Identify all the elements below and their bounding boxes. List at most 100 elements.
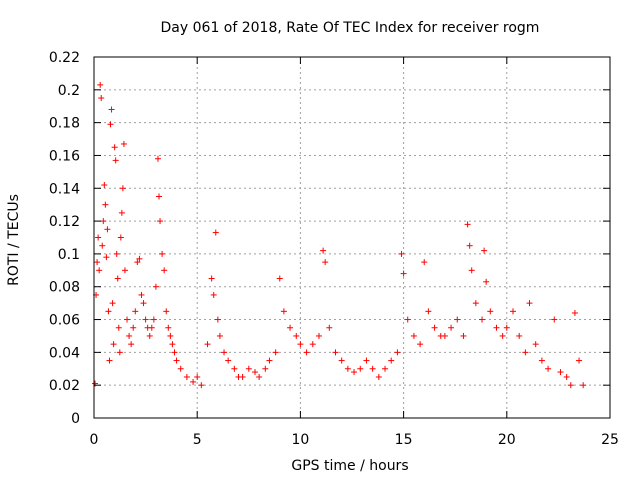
data-point [142,316,149,323]
data-point [272,349,279,356]
data-point [161,267,168,274]
data-point [163,308,170,315]
data-point [398,250,405,257]
data-point [338,357,345,364]
data-point [105,308,112,315]
data-point [216,332,223,339]
data-point [104,226,111,233]
data-point [148,324,155,331]
data-point [245,365,252,372]
y-tick-label: 0.04 [49,345,80,361]
data-point [431,324,438,331]
data-point [551,316,558,323]
data-point [363,357,370,364]
y-tick-label: 0.14 [49,181,80,197]
data-point [169,341,176,348]
data-point [120,140,127,147]
x-tick-label: 25 [601,432,619,448]
y-tick-label: 0.1 [58,247,80,263]
data-point [571,309,578,316]
data-point [111,144,118,151]
data-point [460,332,467,339]
data-point [183,373,190,380]
data-point [116,349,123,356]
data-point [251,369,258,376]
data-point [509,308,516,315]
data-point [479,316,486,323]
data-point [287,324,294,331]
data-point [212,229,219,236]
plot-frame [93,56,611,419]
data-point [152,283,159,290]
data-point [136,255,143,262]
data-point [276,275,283,282]
data-point [132,308,139,315]
y-axis-label: ROTI / TECUs [6,194,22,286]
data-point [499,332,506,339]
data-point [545,365,552,372]
data-point [109,300,116,307]
data-point [190,378,197,385]
data-point [208,275,215,282]
data-point [128,341,135,348]
data-point [138,291,145,298]
data-point [204,341,211,348]
data-point [466,242,473,249]
x-axis-ticks: 0 5 10 15 20 25 [90,57,619,448]
data-point [140,300,147,307]
data-point [103,254,110,261]
data-point [580,382,587,389]
data-point [410,332,417,339]
data-point [532,341,539,348]
x-tick-label: 5 [193,432,202,448]
data-point [369,365,376,372]
data-point [146,332,153,339]
data-point [110,341,117,348]
y-tick-label: 0.06 [49,313,80,329]
data-point [394,349,401,356]
y-tick-label: 0 [71,411,80,427]
y-tick-label: 0.18 [49,116,80,132]
x-tick-label: 0 [90,432,99,448]
y-tick-label: 0.02 [49,378,80,394]
x-axis-label: GPS time / hours [291,458,408,474]
data-point [130,324,137,331]
data-point [221,349,228,356]
data-point [114,275,121,282]
data-point [468,267,475,274]
data-point [121,267,128,274]
data-point [262,365,269,372]
data-point [309,341,316,348]
data-point [177,365,184,372]
data-point [171,349,178,356]
data-point [102,201,109,208]
data-point [344,365,351,372]
data-point [256,373,263,380]
data-point [154,155,161,162]
data-point [113,250,120,257]
data-point [493,324,500,331]
data-point [472,300,479,307]
data-point [100,218,107,225]
data-point [194,373,201,380]
data-point [375,373,382,380]
data-point [167,332,174,339]
data-point [322,259,329,266]
y-tick-label: 0.12 [49,214,80,230]
data-point [239,373,246,380]
data-point [567,382,574,389]
data-point [157,218,164,225]
data-point [97,81,104,88]
data-point [126,332,133,339]
data-point [117,234,124,241]
data-point [448,324,455,331]
data-point [454,316,461,323]
data-point [303,349,310,356]
data-point [99,242,106,249]
data-point [165,324,172,331]
data-points [92,81,587,389]
data-point [441,332,448,339]
data-point [107,121,114,128]
y-tick-label: 0.08 [49,280,80,296]
